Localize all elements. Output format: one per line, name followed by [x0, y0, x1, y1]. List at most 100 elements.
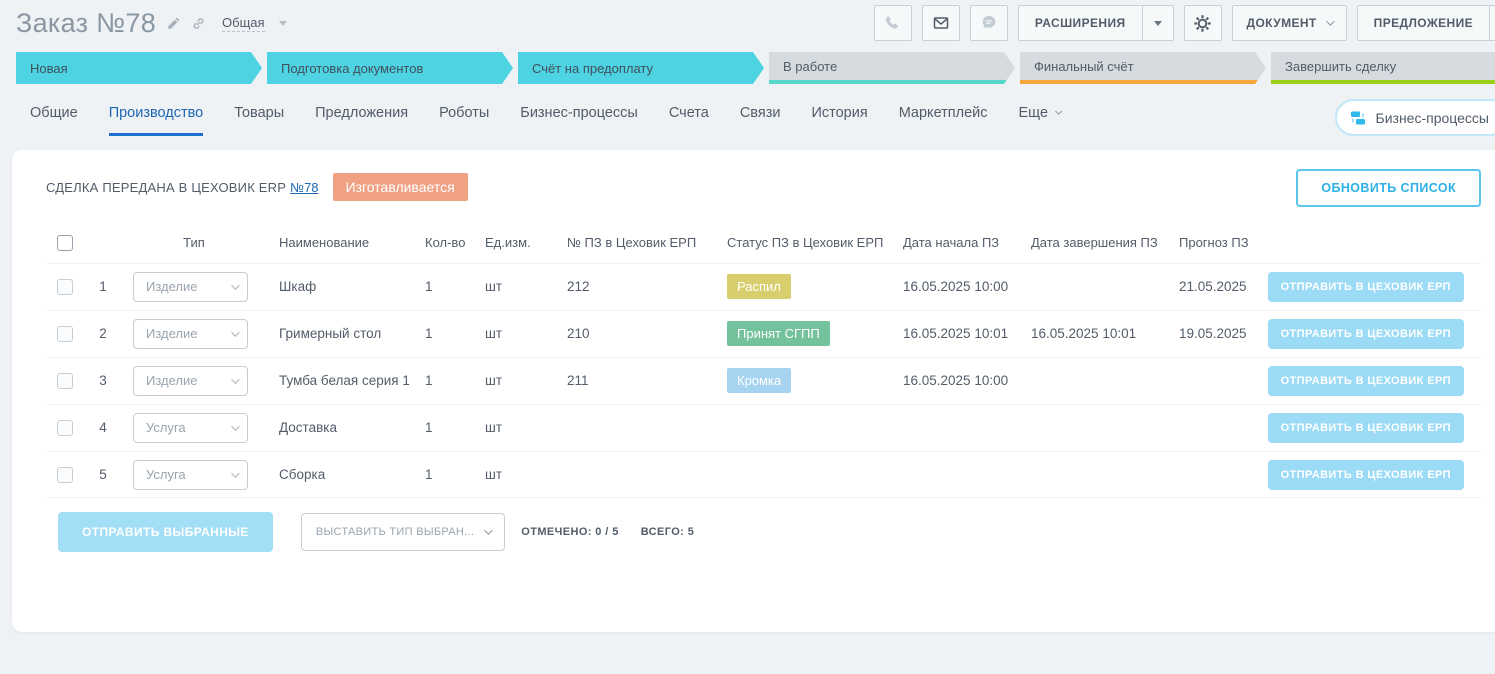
row-checkbox[interactable]: [57, 325, 73, 342]
production-items-table: Тип Наименование Кол-во Ед.изм. № ПЗ в Ц…: [46, 226, 1481, 499]
cell-name: Доставка: [266, 403, 420, 452]
stage-v-rabote[interactable]: В работе: [769, 52, 1015, 84]
pipeline-category-link[interactable]: Общая: [222, 15, 265, 32]
set-type-dropdown[interactable]: ВЫСТАВИТЬ ТИП ВЫБРАН...: [300, 513, 506, 552]
chevron-down-icon: [231, 374, 240, 384]
chevron-down-icon: [1055, 107, 1063, 115]
cell-qty: 1: [420, 450, 480, 499]
chat-icon: [982, 15, 996, 28]
business-processes-label: Бизнес-процессы: [1375, 109, 1489, 126]
tab-roboty[interactable]: Роботы: [439, 105, 490, 121]
proposal-label[interactable]: ПРЕДЛОЖЕНИЕ: [1373, 16, 1473, 30]
row-checkbox[interactable]: [57, 372, 73, 389]
tab-bar: Общие Производство Товары Предложения Ро…: [30, 98, 1063, 136]
cell-forecast: [1174, 356, 1262, 405]
stage-novaya[interactable]: Новая: [16, 52, 262, 84]
phone-icon: [886, 15, 899, 29]
tab-obschie[interactable]: Общие: [30, 105, 78, 121]
extensions-button[interactable]: РАСШИРЕНИЯ: [1017, 5, 1174, 41]
cell-pz-number: 210: [562, 309, 722, 358]
table-row: 1 Изделие Шкаф 1 шт 212 Распил 16.05.202…: [46, 262, 1481, 311]
gear-icon: [1194, 14, 1211, 32]
cell-start-date: 16.05.2025 10:00: [898, 356, 1026, 405]
type-select[interactable]: Услуга: [133, 412, 248, 443]
column-header-forecast: Прогноз ПЗ: [1179, 234, 1249, 250]
tab-svyazi[interactable]: Связи: [739, 105, 781, 121]
table-row: 4 Услуга Доставка 1 шт ОТПРАВИТЬ В ЦЕХОВ…: [46, 403, 1481, 452]
stage-podgotovka-dokumentov[interactable]: Подготовка документов: [267, 52, 513, 84]
settings-button[interactable]: [1183, 5, 1222, 41]
cell-name: Сборка: [266, 450, 420, 499]
cell-unit: шт: [480, 450, 562, 499]
tab-scheta[interactable]: Счета: [668, 105, 709, 121]
send-to-erp-button[interactable]: ОТПРАВИТЬ В ЦЕХОВИК ЕРП: [1267, 365, 1464, 396]
stage-label: Финальный счёт: [1034, 58, 1134, 74]
caret-down-icon: [1153, 20, 1162, 26]
stage-schet-na-predoplatu[interactable]: Счёт на предоплату: [518, 52, 764, 84]
set-type-label: ВЫСТАВИТЬ ТИП ВЫБРАН...: [315, 526, 475, 539]
cell-qty: 1: [420, 309, 480, 358]
table-header-row: Тип Наименование Кол-во Ед.изм. № ПЗ в Ц…: [46, 226, 1481, 263]
cell-unit: шт: [480, 309, 562, 358]
tab-esche[interactable]: Еще: [1018, 105, 1063, 136]
type-select[interactable]: Изделие: [133, 318, 248, 349]
tab-predlozheniya[interactable]: Предложения: [315, 105, 409, 121]
column-header-start-date: Дата начала ПЗ: [903, 234, 1000, 250]
stage-finalnyy-schet[interactable]: Финальный счёт: [1020, 52, 1266, 84]
type-select[interactable]: Услуга: [133, 459, 248, 490]
cell-unit: шт: [480, 356, 562, 405]
proposal-caret[interactable]: [1489, 6, 1495, 40]
deal-number-link[interactable]: №78: [290, 179, 319, 195]
tab-biznes-processy[interactable]: Бизнес-процессы: [520, 105, 638, 121]
link-icon[interactable]: [191, 16, 206, 31]
stage-label: Завершить сделку: [1285, 58, 1397, 74]
edit-title-icon[interactable]: [166, 16, 181, 31]
stage-zavershit-sdelku[interactable]: Завершить сделку: [1271, 52, 1495, 84]
stage-label: Подготовка документов: [281, 60, 424, 76]
tab-label: Еще: [1018, 105, 1049, 121]
top-bar: Заказ №78 Общая РАСШИРЕНИЯ ДОКУМЕНТ: [0, 0, 1495, 48]
type-select[interactable]: Изделие: [133, 271, 248, 302]
status-badge: Распил: [727, 274, 791, 300]
document-button[interactable]: ДОКУМЕНТ: [1231, 5, 1347, 41]
table-row: 3 Изделие Тумба белая серия 1 1 шт 211 К…: [46, 356, 1481, 405]
row-checkbox[interactable]: [57, 467, 73, 484]
send-selected-button[interactable]: ОТПРАВИТЬ ВЫБРАННЫЕ: [58, 512, 273, 553]
extensions-caret[interactable]: [1141, 6, 1173, 40]
status-badge: Кромка: [727, 368, 792, 394]
select-all-checkbox[interactable]: [57, 234, 73, 251]
extensions-label[interactable]: РАСШИРЕНИЯ: [1034, 16, 1126, 30]
row-checkbox[interactable]: [57, 419, 73, 436]
type-select-value: Услуга: [146, 467, 186, 483]
tab-istoriya[interactable]: История: [811, 105, 868, 121]
refresh-list-button[interactable]: ОБНОВИТЬ СПИСОК: [1296, 169, 1481, 207]
tab-proizvodstvo[interactable]: Производство: [108, 105, 204, 136]
cell-name: Шкаф: [266, 262, 420, 311]
proposal-button[interactable]: ПРЕДЛОЖЕНИЕ: [1356, 5, 1495, 41]
row-number: 5: [84, 450, 122, 499]
chat-button[interactable]: [969, 5, 1008, 41]
send-to-erp-button[interactable]: ОТПРАВИТЬ В ЦЕХОВИК ЕРП: [1267, 318, 1464, 349]
send-to-erp-button[interactable]: ОТПРАВИТЬ В ЦЕХОВИК ЕРП: [1267, 459, 1464, 490]
send-to-erp-button[interactable]: ОТПРАВИТЬ В ЦЕХОВИК ЕРП: [1267, 412, 1464, 443]
type-select-value: Изделие: [146, 373, 198, 389]
column-header-type: Тип: [183, 234, 205, 250]
chevron-down-icon: [278, 21, 287, 26]
type-select[interactable]: Изделие: [133, 365, 248, 396]
business-process-icon: [1350, 111, 1365, 124]
mail-button[interactable]: [921, 5, 960, 41]
cell-forecast: 21.05.2025: [1174, 262, 1262, 311]
phone-button[interactable]: [873, 5, 912, 41]
tab-marketpleys[interactable]: Маркетплейс: [898, 105, 988, 121]
row-checkbox[interactable]: [57, 278, 73, 295]
cell-unit: шт: [480, 403, 562, 452]
business-processes-button[interactable]: Бизнес-процессы: [1334, 99, 1495, 136]
cell-qty: 1: [420, 262, 480, 311]
tab-tovary[interactable]: Товары: [234, 105, 285, 121]
cell-pz-number: 212: [562, 262, 722, 311]
checked-counter: ОТМЕЧЕНО: 0 / 5: [521, 526, 619, 539]
chevron-down-icon: [1325, 17, 1335, 26]
send-to-erp-button[interactable]: ОТПРАВИТЬ В ЦЕХОВИК ЕРП: [1267, 271, 1464, 302]
document-label: ДОКУМЕНТ: [1246, 16, 1317, 30]
cell-pz-number: 211: [562, 356, 722, 405]
